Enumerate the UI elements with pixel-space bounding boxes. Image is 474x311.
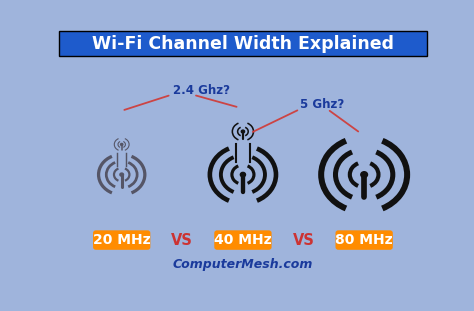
FancyBboxPatch shape bbox=[214, 230, 272, 250]
Text: ComputerMesh.com: ComputerMesh.com bbox=[173, 258, 313, 271]
Circle shape bbox=[120, 143, 123, 146]
FancyBboxPatch shape bbox=[336, 230, 393, 250]
Text: Wi-Fi Channel Width Explained: Wi-Fi Channel Width Explained bbox=[92, 35, 394, 53]
Circle shape bbox=[241, 130, 245, 133]
Text: VS: VS bbox=[292, 233, 314, 248]
Text: 80 MHz: 80 MHz bbox=[335, 233, 393, 247]
Circle shape bbox=[361, 172, 367, 178]
Text: VS: VS bbox=[172, 233, 193, 248]
FancyBboxPatch shape bbox=[59, 31, 427, 57]
Text: 2.4 Ghz?: 2.4 Ghz? bbox=[173, 83, 230, 96]
FancyBboxPatch shape bbox=[93, 230, 150, 250]
Text: 40 MHz: 40 MHz bbox=[214, 233, 272, 247]
Circle shape bbox=[240, 172, 246, 177]
Text: 5 Ghz?: 5 Ghz? bbox=[300, 98, 344, 111]
Circle shape bbox=[120, 173, 124, 176]
Text: 20 MHz: 20 MHz bbox=[93, 233, 151, 247]
